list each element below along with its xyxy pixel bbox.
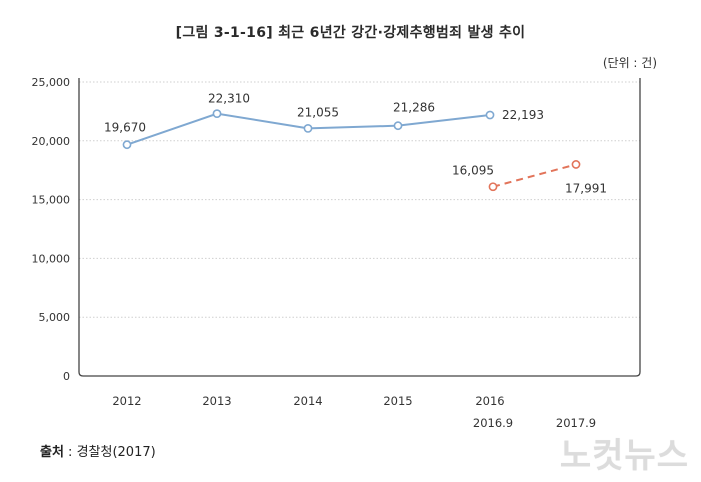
y-tick-label: 0 <box>63 370 70 383</box>
y-tick-label: 25,000 <box>32 76 71 89</box>
source-text: 경찰청(2017) <box>76 445 156 460</box>
chart-title: [그림 3-1-16] 최근 6년간 강간·강제추행범죄 발생 추이 <box>175 25 526 41</box>
data-label: 17,991 <box>565 181 607 195</box>
data-label: 21,286 <box>393 101 435 115</box>
source-note: 출처 : 경찰청(2017) <box>40 441 156 460</box>
y-tick-label: 20,000 <box>32 135 71 148</box>
data-point <box>488 182 498 192</box>
source-label: 출처 <box>40 445 64 460</box>
data-label: 21,055 <box>297 105 339 119</box>
series-line-september <box>492 163 577 188</box>
x-tick-label: 2017.9 <box>556 416 596 430</box>
x-tick-label: 2016.9 <box>473 416 513 430</box>
y-tick-label: 10,000 <box>32 252 71 265</box>
source-separator: : <box>63 445 77 460</box>
watermark-logo: 노컷뉴스 <box>559 436 689 476</box>
data-point <box>571 160 581 169</box>
data-point <box>485 110 495 120</box>
data-label: 22,310 <box>208 92 250 106</box>
x-tick-label: 2014 <box>293 394 322 408</box>
data-point <box>122 140 132 150</box>
data-point <box>212 109 222 119</box>
axis-frame <box>78 78 641 377</box>
x-tick-label: 2015 <box>383 394 412 408</box>
x-tick-label: 2013 <box>202 394 231 408</box>
x-tick-label: 2016 <box>475 394 504 408</box>
data-label: 22,193 <box>502 108 544 122</box>
x-tick-label: 2012 <box>112 394 141 408</box>
data-label: 19,670 <box>104 121 146 135</box>
data-label: 16,095 <box>452 164 494 178</box>
y-tick-label: 15,000 <box>32 194 71 207</box>
data-point <box>393 121 403 131</box>
data-point <box>303 123 313 133</box>
y-tick-label: 5,000 <box>39 311 71 324</box>
unit-label: (단위 : 건) <box>602 56 657 70</box>
